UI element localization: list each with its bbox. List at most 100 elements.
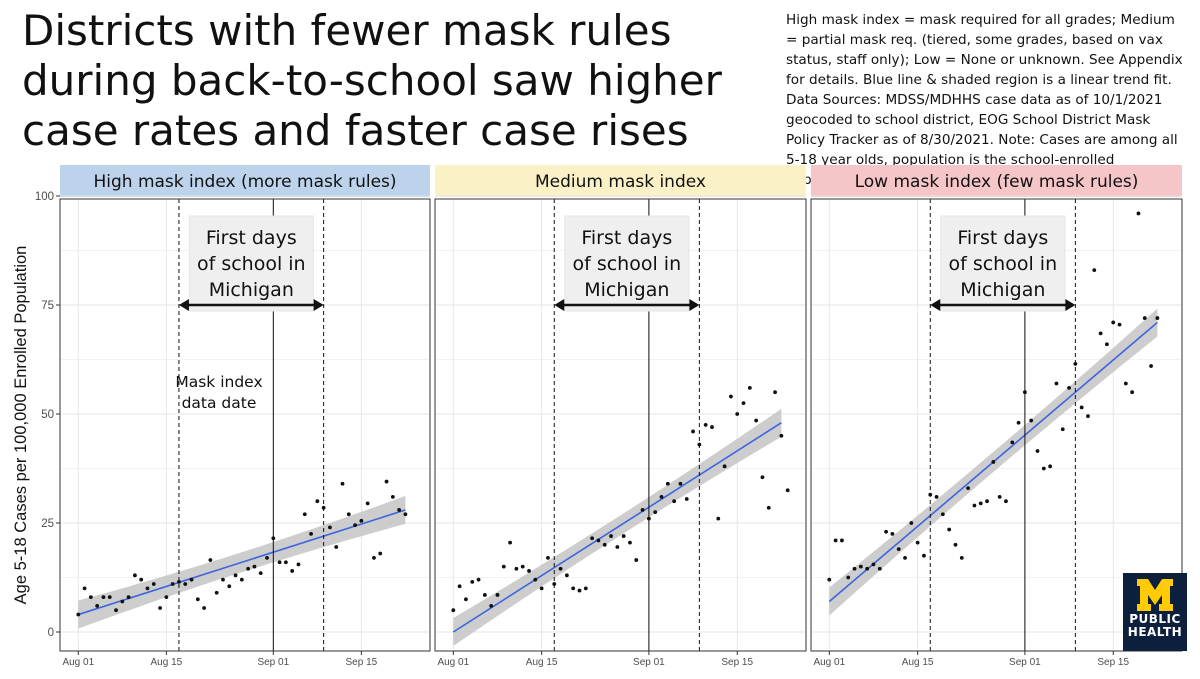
x-tick-label: Sep 01 [257,657,289,668]
data-point [88,595,93,600]
data-point [741,401,746,405]
data-point [972,503,977,508]
data-point [760,475,765,480]
data-point [953,542,958,547]
data-point [915,540,920,545]
data-point [177,579,181,584]
data-point [1136,211,1141,216]
data-point [1035,449,1040,453]
data-point [997,494,1002,499]
data-point [552,582,557,586]
data-point [533,577,538,582]
data-point [470,579,475,584]
data-point [766,505,771,510]
x-tick-label: Aug 01 [813,657,845,668]
data-point [139,577,144,582]
data-point [195,597,200,602]
x-tick-label: Sep 15 [721,657,753,668]
data-point [1010,440,1015,445]
data-point [959,555,964,560]
data-point [457,584,462,589]
data-point [151,582,156,586]
data-point [283,560,288,565]
data-point [183,582,188,586]
x-tick-label: Sep 15 [346,657,378,668]
y-axis-label: Age 5-18 Cases per 100,000 Enrolled Popu… [12,246,30,605]
data-point [1048,464,1053,469]
data-point [678,481,683,486]
data-point [1079,405,1084,410]
data-point [302,512,307,517]
data-point [546,555,550,560]
panel-2: Medium mask index First days of school in M… [434,165,807,668]
data-point [966,486,971,491]
data-point [1105,342,1109,347]
data-point [464,597,468,602]
y-tick-label: 100 [35,191,54,203]
block-m-icon [1137,579,1173,611]
data-point [722,464,727,469]
arrowhead-right-icon [313,299,324,311]
data-point [359,518,364,523]
data-point [120,599,125,604]
data-point [189,577,194,582]
data-point [640,508,645,512]
data-point [747,385,752,390]
panel-title: High mask index (more mask rules) [93,172,396,192]
data-point [1111,320,1116,325]
school-days-box [564,215,690,312]
school-days-label: of school in [948,253,1057,275]
data-point [390,494,395,499]
data-point [646,516,651,521]
data-point [754,418,759,423]
data-point [1098,331,1103,336]
data-point [583,586,588,591]
data-point [520,564,525,569]
arrowhead-right-icon [1065,299,1076,311]
school-days-label: of school in [197,253,306,275]
y-tick-label: 0 [48,627,54,639]
data-point [1067,385,1071,390]
data-point [940,512,945,517]
data-point [501,564,506,569]
data-point [1016,420,1021,425]
data-point [403,512,408,517]
faceted-scatter-chart: Age 5-18 Cases per 100,000 Enrolled Popu… [0,160,1200,679]
data-point [397,508,402,512]
school-days-label: First days [581,227,672,249]
data-point [672,499,677,504]
data-point [665,481,670,486]
data-point [577,588,582,593]
data-point [833,538,838,543]
data-point [258,571,263,576]
data-point [271,536,276,541]
data-point [1086,414,1090,419]
data-point [346,512,351,517]
data-point [309,532,313,536]
data-point [653,510,658,514]
data-point [114,608,118,613]
panel-frame [434,198,807,652]
x-tick-label: Sep 15 [1097,657,1129,668]
data-point [145,586,150,591]
y-tick-label: 25 [41,518,54,530]
data-point [858,564,863,569]
x-tick-label: Sep 01 [1009,657,1041,668]
data-point [1123,381,1128,386]
school-days-label: First days [957,227,1048,249]
data-point [328,525,332,530]
panel-1: High mask index (more mask rules) First d… [59,165,431,668]
data-point [947,527,952,532]
data-point [1054,381,1059,386]
data-point [378,551,383,556]
data-point [729,394,733,399]
data-point [909,521,914,525]
data-point [340,481,345,486]
data-point [252,564,257,569]
headline: Districts with fewer mask rules during b… [22,6,722,155]
data-point [101,595,106,600]
data-point [296,562,301,567]
data-point [1149,364,1153,368]
data-point [634,558,639,562]
data-point [489,603,494,608]
